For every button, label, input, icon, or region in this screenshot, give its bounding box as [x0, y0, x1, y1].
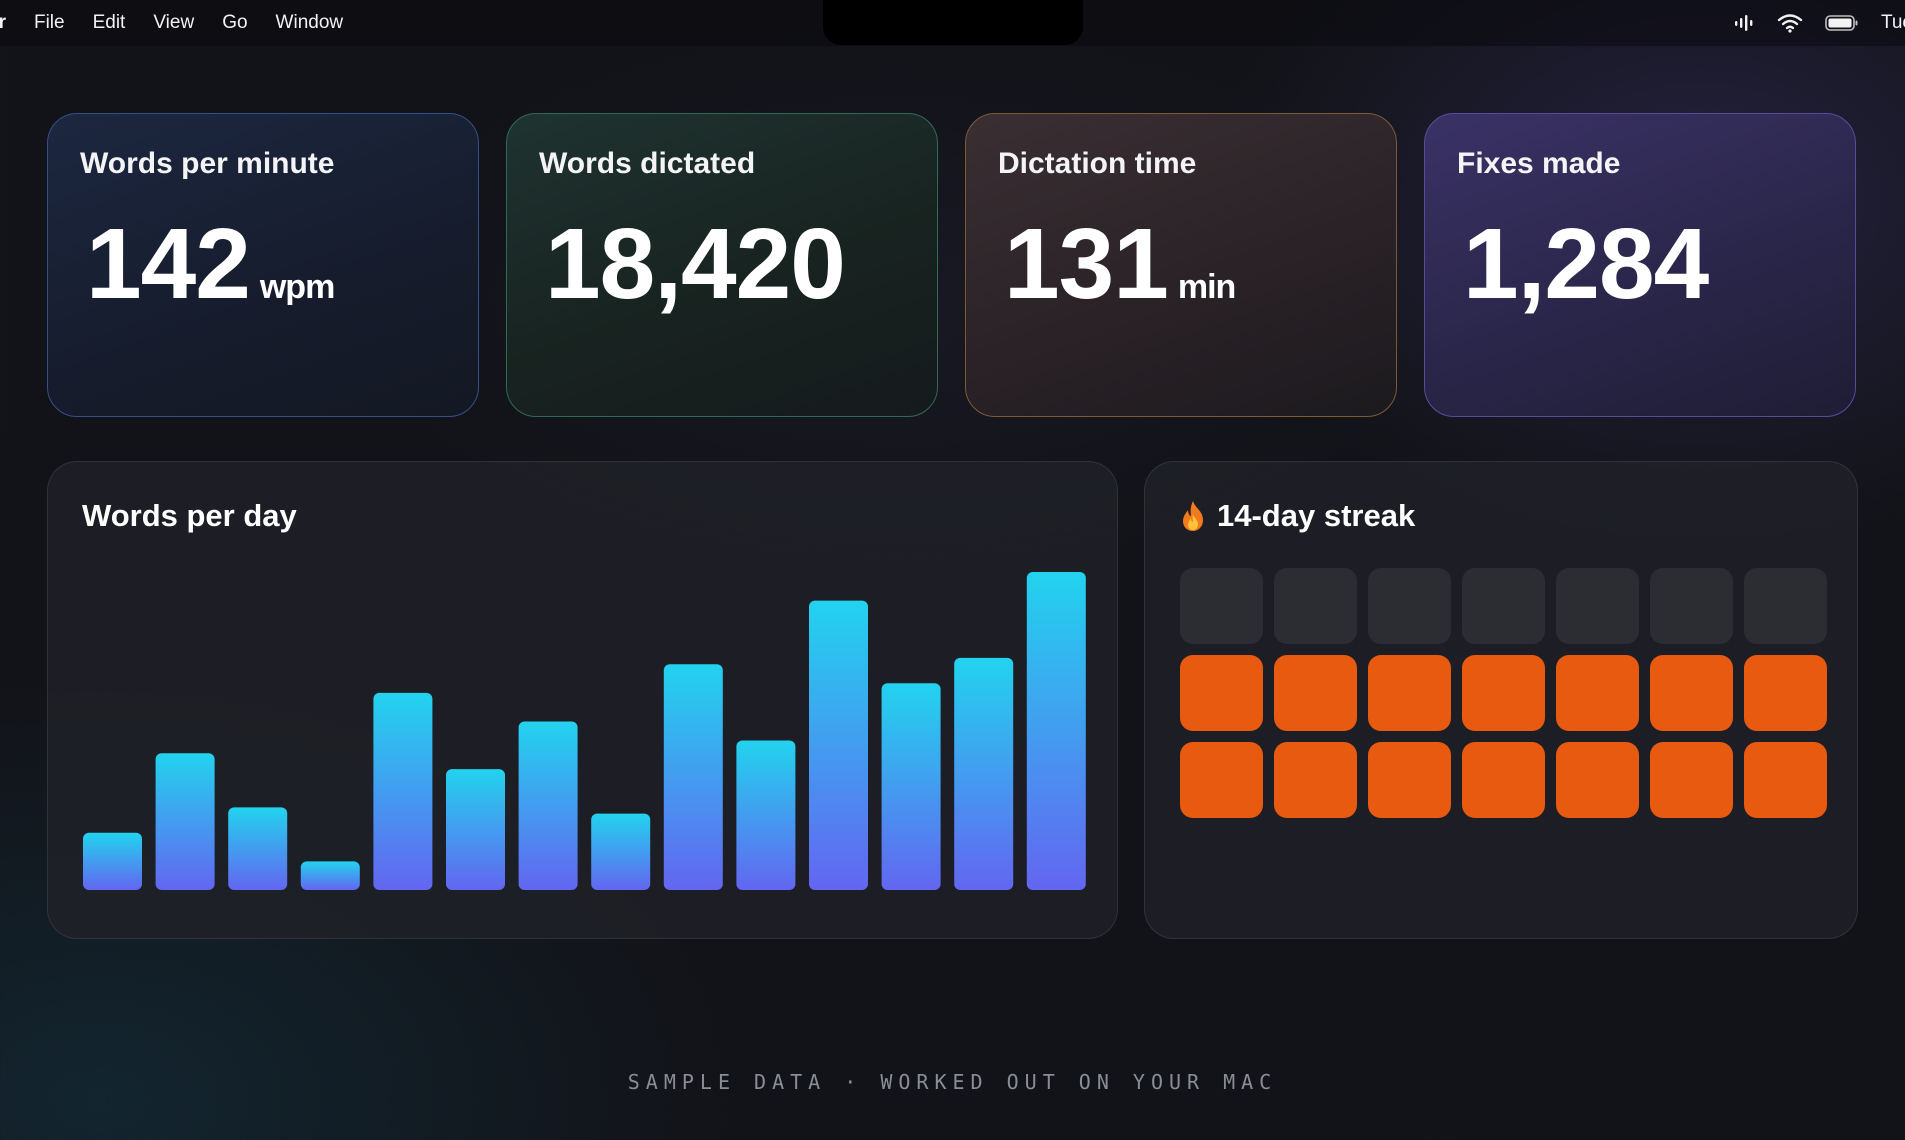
stat-card-words-per-minute: Words per minute 142 wpm: [47, 113, 479, 417]
streak-day-active: [1556, 655, 1639, 731]
wifi-icon[interactable]: [1777, 13, 1803, 33]
streak-day-inactive: [1274, 568, 1357, 644]
streak-day-active: [1650, 655, 1733, 731]
stat-unit: wpm: [259, 268, 335, 306]
words-per-day-chart: [83, 572, 1086, 890]
words-per-day-card: Words per day: [47, 461, 1118, 939]
menu-file[interactable]: File: [33, 12, 65, 33]
streak-day-active: [1180, 655, 1263, 731]
stat-value: 1,284: [1463, 208, 1709, 320]
streak-day-active: [1180, 742, 1263, 818]
app-menu[interactable]: er: [0, 12, 6, 33]
stat-unit: min: [1177, 268, 1236, 306]
bar-day-8: [591, 813, 651, 890]
streak-day-active: [1368, 655, 1451, 731]
streak-day-active: [1368, 742, 1451, 818]
bar-day-10: [736, 740, 796, 890]
stat-value: 18,420: [545, 208, 846, 320]
streak-day-active: [1556, 742, 1639, 818]
streak-grid: [1180, 568, 1827, 818]
chart-title: Words per day: [82, 498, 297, 533]
stat-card-fixes-made: Fixes made 1,284: [1424, 113, 1856, 417]
stat-label: Words per minute: [80, 147, 335, 180]
streak-day-inactive: [1650, 568, 1733, 644]
bar-day-11: [809, 600, 868, 890]
stat-card-words-dictated: Words dictated 18,420: [506, 113, 938, 417]
footer-note: SAMPLE DATA · WORKED OUT ON YOUR MAC: [627, 1070, 1278, 1094]
menu-view[interactable]: View: [153, 12, 195, 33]
streak-day-inactive: [1180, 568, 1263, 644]
menu-clock[interactable]: Tue: [1880, 12, 1905, 33]
audio-waveform-icon[interactable]: [1733, 14, 1755, 32]
bar-day-9: [663, 664, 723, 890]
bar-day-13: [954, 657, 1014, 890]
battery-icon[interactable]: [1825, 14, 1859, 32]
camera-notch: [823, 0, 1083, 45]
bar-day-3: [228, 807, 288, 890]
bar-day-5: [373, 692, 433, 890]
bar-day-7: [518, 721, 578, 890]
fire-icon: [1179, 500, 1207, 532]
status-area: Tue: [1733, 0, 1905, 46]
streak-day-active: [1274, 742, 1357, 818]
streak-day-inactive: [1462, 568, 1545, 644]
stat-label: Dictation time: [998, 147, 1197, 180]
bar-day-1: [83, 832, 142, 890]
streak-title: 14-day streak: [1179, 498, 1415, 534]
streak-card: 14-day streak: [1144, 461, 1858, 939]
streak-day-active: [1744, 655, 1827, 731]
stat-card-dictation-time: Dictation time 131 min: [965, 113, 1397, 417]
stat-value: 142: [86, 208, 251, 320]
streak-day-inactive: [1368, 568, 1451, 644]
streak-day-active: [1462, 742, 1545, 818]
streak-day-active: [1274, 655, 1357, 731]
menu-go[interactable]: Go: [222, 12, 248, 33]
streak-title-text: 14-day streak: [1217, 498, 1416, 533]
bar-day-14: [1026, 572, 1086, 890]
stat-label: Fixes made: [1457, 147, 1621, 180]
streak-day-inactive: [1744, 568, 1827, 644]
streak-day-active: [1744, 742, 1827, 818]
stat-value: 131: [1004, 208, 1169, 320]
bar-day-6: [446, 769, 505, 890]
bar-day-12: [881, 683, 941, 890]
streak-day-active: [1650, 742, 1733, 818]
streak-day-active: [1462, 655, 1545, 731]
stat-label: Words dictated: [539, 147, 756, 180]
bar-day-4: [300, 861, 360, 890]
menu-window[interactable]: Window: [275, 12, 344, 33]
bar-day-2: [155, 753, 215, 890]
menu-edit[interactable]: Edit: [92, 12, 126, 33]
streak-day-inactive: [1556, 568, 1639, 644]
